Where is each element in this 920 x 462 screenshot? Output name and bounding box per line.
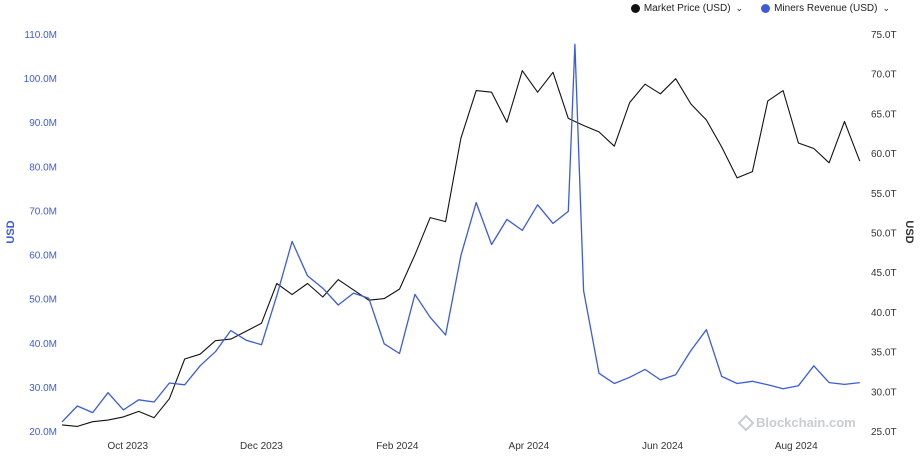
series-line-miners-revenue — [61, 43, 860, 423]
right-tick-label: 70.0T — [871, 70, 897, 81]
left-tick-label: 40.0M — [29, 339, 57, 350]
left-tick-label: 30.0M — [29, 383, 57, 394]
legend-item-market-price[interactable]: Market Price (USD) ⌄ — [630, 3, 744, 14]
left-tick-label: 100.0M — [24, 74, 57, 85]
right-tick-label: 45.0T — [871, 268, 897, 279]
x-tick-label: Jun 2024 — [642, 441, 684, 452]
right-tick-label: 75.0T — [871, 30, 897, 41]
left-tick-label: 70.0M — [29, 206, 57, 217]
chevron-down-icon[interactable]: ⌄ — [735, 3, 744, 13]
legend: Market Price (USD) ⌄ Miners Revenue (USD… — [630, 3, 890, 14]
left-tick-label: 110.0M — [24, 30, 57, 41]
left-axis-ticks: 20.0M 30.0M 40.0M 50.0M 60.0M 70.0M 80.0M 90.0M… — [24, 30, 57, 438]
x-tick-label: Dec 2023 — [240, 441, 283, 452]
x-tick-label: Apr 2024 — [509, 441, 550, 452]
right-tick-label: 60.0T — [871, 149, 897, 160]
blockchain-logo-icon — [737, 414, 755, 431]
left-axis-title: USD — [5, 220, 17, 243]
watermark-text: Blockchain.com — [756, 415, 856, 430]
right-tick-label: 50.0T — [871, 229, 897, 240]
legend-dot-market-price — [630, 4, 640, 13]
legend-label-miners-revenue: Miners Revenue (USD) — [774, 3, 878, 14]
right-tick-label: 30.0T — [871, 387, 897, 398]
right-axis-ticks: 25.0T 30.0T 35.0T 40.0T 45.0T 50.0T 55.0T 60.0T… — [871, 30, 897, 438]
right-axis-title: USD — [903, 220, 915, 243]
right-tick-label: 35.0T — [871, 348, 897, 359]
x-tick-label: Feb 2024 — [376, 441, 419, 452]
series-line-market-price — [61, 70, 861, 427]
right-tick-label: 55.0T — [871, 189, 897, 200]
left-tick-label: 80.0M — [29, 162, 57, 173]
series-layer — [61, 43, 861, 427]
legend-dot-miners-revenue — [761, 4, 771, 13]
watermark: Blockchain.com — [737, 414, 856, 431]
left-tick-label: 60.0M — [29, 251, 57, 262]
right-tick-label: 65.0T — [871, 109, 897, 120]
x-tick-label: Aug 2024 — [775, 441, 818, 452]
x-tick-label: Oct 2023 — [107, 441, 148, 452]
left-tick-label: 20.0M — [29, 427, 57, 438]
legend-item-miners-revenue[interactable]: Miners Revenue (USD) ⌄ — [761, 3, 890, 14]
legend-label-market-price: Market Price (USD) — [643, 3, 731, 14]
x-axis-ticks: Oct 2023 Dec 2023 Feb 2024 Apr 2024 Jun 2024… — [107, 441, 818, 452]
right-tick-label: 25.0T — [871, 427, 897, 438]
right-tick-label: 40.0T — [871, 308, 897, 319]
chevron-down-icon[interactable]: ⌄ — [882, 3, 890, 13]
left-tick-label: 50.0M — [29, 295, 57, 306]
left-tick-label: 90.0M — [29, 118, 57, 129]
